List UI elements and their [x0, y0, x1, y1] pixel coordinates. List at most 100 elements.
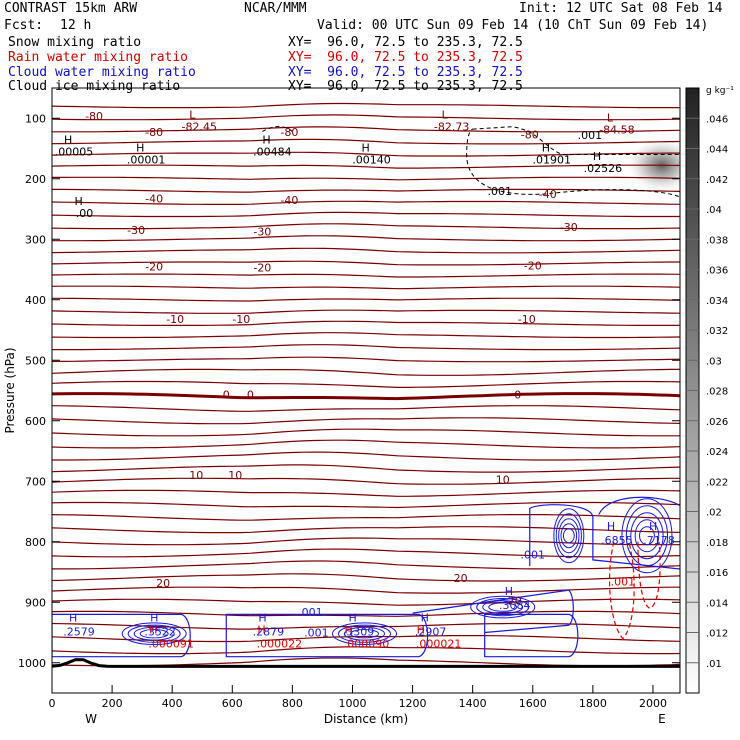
- field-label-snow: Snow mixing ratio: [8, 35, 142, 50]
- cloud-water-contour-label: .001: [521, 548, 546, 561]
- rain-water-value: .000090: [344, 637, 390, 650]
- isotherm-label: -80: [280, 126, 298, 139]
- colorbar-tick-label: .036: [706, 266, 728, 277]
- low-marker: L: [189, 108, 196, 121]
- colorbar-tick-label: .034: [706, 296, 728, 307]
- cloud-water-contour: [555, 513, 582, 559]
- isotherm-label: 20: [156, 577, 170, 590]
- cloud-water-contour: [139, 629, 169, 639]
- plot-frame: [51, 87, 681, 694]
- isotherm-line: [52, 489, 680, 497]
- colorbar-tick-label: .026: [706, 417, 728, 428]
- cloud-water-contour: [412, 589, 574, 634]
- high-marker: H: [417, 623, 425, 636]
- cloud-ice-value: .00484: [253, 146, 292, 159]
- low-value: -84.58: [599, 123, 634, 136]
- high-marker: H: [64, 134, 72, 147]
- cloud-water-contour: [337, 624, 391, 643]
- cloud-ice-contour: [262, 126, 293, 132]
- cloud-water-contour: [349, 629, 379, 639]
- cloud-water-value: .3309: [343, 626, 375, 639]
- low-marker: L: [607, 111, 614, 124]
- isotherm-line: [52, 586, 680, 594]
- y-axis-label: Pressure (hPa): [3, 347, 17, 433]
- isotherm-line: [52, 176, 680, 181]
- cloud-water-contour-label: .001: [304, 627, 329, 640]
- cloud-water-contour: [484, 613, 579, 658]
- cloud-water-contour: [639, 526, 655, 546]
- isotherm-line: [52, 126, 680, 133]
- field-xy-snow: XY= 96.0, 72.5 to 235.3, 72.5: [288, 35, 523, 50]
- isotherm-label: -20: [524, 259, 542, 272]
- high-marker: H: [348, 612, 356, 625]
- x-tick-label: 800: [282, 697, 303, 710]
- isotherm-line: [52, 548, 680, 558]
- x-tick-label: 0: [49, 697, 56, 710]
- y-tick-label: 1000: [18, 657, 46, 670]
- isotherm-line: [52, 260, 680, 266]
- rain-water-value: .000091: [148, 637, 194, 650]
- isotherm-line: [52, 223, 680, 230]
- cloud-water-contour: [52, 613, 191, 658]
- east-label: E: [658, 712, 666, 726]
- colorbar-tick-label: .01: [706, 659, 722, 670]
- isotherm-line: [52, 537, 680, 546]
- cloud-water-contour: [482, 600, 524, 614]
- x-tick-label: 1200: [399, 697, 427, 710]
- colorbar-tick-label: .02: [706, 508, 722, 519]
- valid-time: Valid: 00 UTC Sun 09 Feb 14 (10 ChT Sun …: [317, 18, 709, 33]
- cloud-water-contour: [133, 626, 175, 641]
- isotherm-line: [52, 285, 680, 290]
- isotherm-line: [52, 646, 680, 655]
- isotherm-label: 10: [496, 473, 510, 486]
- cloud-water-contour: [225, 613, 429, 658]
- rain-water-value: .000022: [257, 637, 303, 650]
- high-marker: H: [649, 520, 657, 533]
- high-marker: H: [505, 585, 513, 598]
- cloud-ice-value: .01901: [533, 153, 572, 166]
- isotherm-line: [52, 344, 680, 351]
- field-xy-cloud-ice: XY= 96.0, 72.5 to 235.3, 72.5: [288, 79, 523, 94]
- field-xy-cloud-water: XY= 96.0, 72.5 to 235.3, 72.5: [288, 65, 523, 80]
- cloud-water-value: .7178: [643, 534, 675, 547]
- low-value: -82.73: [434, 120, 469, 133]
- isotherm-line: [52, 138, 680, 145]
- cloud-water-contour: [634, 519, 660, 553]
- rain-water-contour: [637, 541, 661, 609]
- cloud-water-value: .3522: [144, 626, 176, 639]
- isotherm-line: [52, 309, 680, 314]
- cloud-water-contour: [127, 624, 181, 643]
- cloud-ice-value: .00: [76, 207, 94, 220]
- isotherm-label: -30: [560, 221, 578, 234]
- isotherm-label: -10: [166, 313, 184, 326]
- x-tick-label: 1800: [579, 697, 607, 710]
- high-marker: H: [149, 623, 157, 636]
- isotherm-line: [52, 235, 680, 242]
- colorbar-tick-label: .042: [706, 175, 728, 186]
- forecast-hours: 12 h: [60, 18, 92, 33]
- high-marker: H: [607, 520, 615, 533]
- y-tick-label: 300: [25, 233, 46, 246]
- cloud-water-value: .3084: [499, 599, 531, 612]
- isotherm-line: [52, 164, 680, 169]
- colorbar-unit: g kg⁻¹: [706, 86, 734, 96]
- high-marker: H: [257, 623, 265, 636]
- cloud-water-contour: [476, 597, 530, 617]
- isotherm-label: -20: [145, 260, 163, 273]
- isotherm-line: [52, 439, 680, 449]
- colorbar-tick-label: .044: [706, 145, 728, 156]
- colorbar-tick-label: .016: [706, 568, 728, 579]
- cloud-water-contour: [343, 626, 385, 641]
- cloud-ice-value: .00001: [127, 153, 166, 166]
- isotherm-label: -80: [85, 110, 103, 123]
- high-marker: H: [362, 141, 370, 154]
- isotherm-label: -80: [145, 126, 163, 139]
- colorbar-tick-label: .022: [706, 477, 728, 488]
- cloud-ice-contour-label: .001: [578, 129, 603, 142]
- cloud-water-contour: [331, 622, 397, 646]
- y-tick-label: 900: [25, 596, 46, 609]
- colorbar-tick-label: .028: [706, 387, 728, 398]
- high-marker: H: [262, 134, 270, 147]
- isotherm-line: [52, 380, 680, 388]
- low-value: -82.45: [182, 120, 217, 133]
